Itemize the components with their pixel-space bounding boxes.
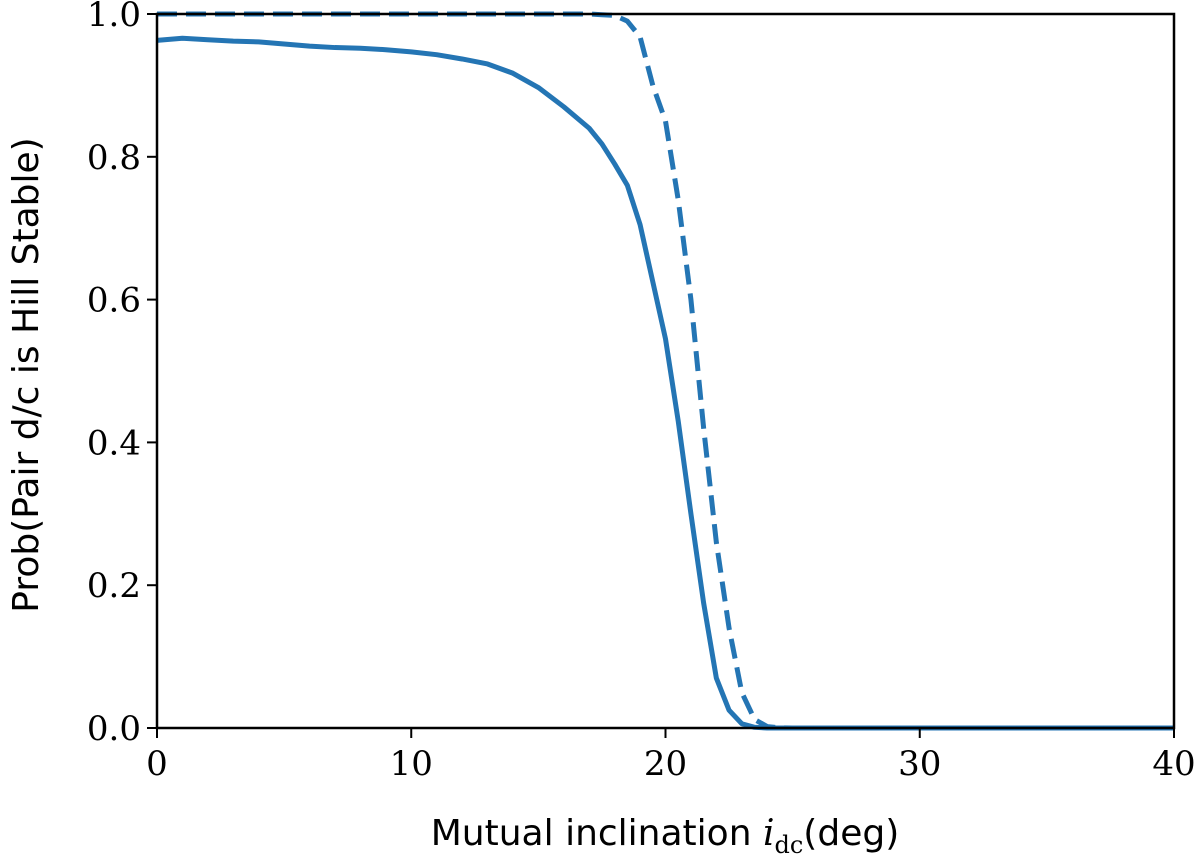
y-tick-label: 0.2 [87,566,141,606]
x-tick-label: 30 [898,744,941,784]
y-axis-title: Prob(Pair d/c is Hill Stable) [6,137,47,612]
y-tick-label: 1.0 [87,0,141,35]
plot-frame [155,12,1176,730]
y-tick-label: 0.8 [87,138,141,178]
series-line-solid [156,35,1174,731]
y-tick-label: 0.6 [87,281,141,321]
x-tick-label: 40 [1152,744,1195,784]
x-tick-label: 0 [146,744,168,784]
ticks-layer: 0 10 20 30 40 0.0 0.2 0.4 0.6 0.8 1.0 [87,0,1196,784]
x-axis-title: Mutual inclination idc(deg) [431,813,900,859]
series-layer [156,11,1174,731]
y-tick-label: 0.4 [87,423,141,463]
series-line-dashed [157,11,1174,731]
y-tick-label: 0.0 [87,709,141,749]
x-tick-label: 20 [644,744,687,784]
x-tick-label: 10 [390,744,433,784]
